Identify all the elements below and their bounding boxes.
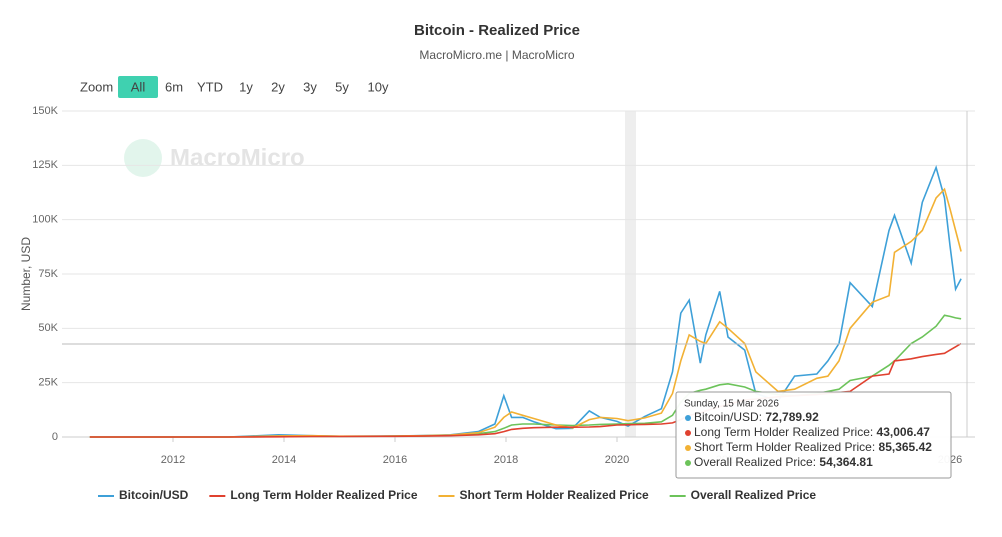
tooltip-item: Long Term Holder Realized Price: 43,006.… <box>694 425 930 439</box>
chart-title: Bitcoin - Realized Price <box>414 22 580 39</box>
legend-label[interactable]: Short Term Holder Realized Price <box>460 488 649 502</box>
legend-label[interactable]: Overall Realized Price <box>691 488 817 502</box>
zoom-button[interactable]: 2y <box>271 79 285 94</box>
grid: 0 25K 50K 75K 100K 125K 150K 2012 2014 2016 2018 20… <box>32 105 975 466</box>
y-tick-label: 125K <box>32 159 58 171</box>
tooltip-sep: : <box>759 410 766 424</box>
tooltip-sep: : <box>870 425 877 439</box>
tooltip-dot <box>685 430 691 436</box>
tooltip-item: Bitcoin/USD: 72,789.92 <box>694 410 819 424</box>
tooltip-date: Sunday, 15 Mar 2026 <box>684 399 779 410</box>
legend-label[interactable]: Long Term Holder Realized Price <box>230 488 417 502</box>
tooltip-dot <box>685 460 691 466</box>
zoom-button[interactable]: 10y <box>368 79 389 94</box>
watermark: MacroMicro <box>170 144 305 171</box>
y-tick-label: 25K <box>38 377 58 389</box>
tooltip-value: 85,365.42 <box>879 440 933 454</box>
y-tick-label: 50K <box>38 322 58 334</box>
legend: Bitcoin/USD Long Term Holder Realized Pri… <box>98 488 816 502</box>
y-axis-label: Number, USD <box>19 237 33 311</box>
tooltip-sep: : <box>813 455 820 469</box>
zoom-buttons: All 6m YTD 1y 2y 3y 5y 10y <box>118 76 389 98</box>
watermark-logo <box>124 139 162 177</box>
x-tick-label: 2016 <box>383 454 407 466</box>
chart-subtitle: MacroMicro.me | MacroMicro <box>419 48 574 62</box>
tooltip-value: 54,364.81 <box>819 455 873 469</box>
zoom-button[interactable]: YTD <box>197 79 223 94</box>
x-tick-label: 2020 <box>605 454 629 466</box>
zoom-button[interactable]: 5y <box>335 79 349 94</box>
x-tick-label: 2014 <box>272 454 296 466</box>
tooltip-value: 72,789.92 <box>765 410 819 424</box>
tooltip-sep: : <box>872 440 879 454</box>
tooltip-item: Overall Realized Price: 54,364.81 <box>694 455 873 469</box>
tooltip-box <box>675 391 952 479</box>
y-tick-label: 0 <box>52 431 58 443</box>
tooltip-value: 43,006.47 <box>877 425 931 439</box>
zoom-button[interactable]: 1y <box>239 79 253 94</box>
tooltip-item: Short Term Holder Realized Price: 85,365… <box>694 440 932 454</box>
x-tick-label: 2018 <box>494 454 518 466</box>
tooltip-dot <box>685 415 691 421</box>
zoom-button[interactable]: 3y <box>303 79 317 94</box>
y-tick-label: 150K <box>32 105 58 117</box>
legend-label[interactable]: Bitcoin/USD <box>119 488 189 502</box>
tooltip-name: Overall Realized Price <box>694 455 813 469</box>
tooltip-name: Long Term Holder Realized Price <box>694 425 870 439</box>
tooltip-dot <box>685 445 691 451</box>
y-tick-label: 100K <box>32 214 58 226</box>
zoom-button[interactable]: All <box>131 79 146 94</box>
tooltip-name: Short Term Holder Realized Price <box>694 440 872 454</box>
zoom-button-bg <box>118 76 158 98</box>
x-tick-label: 2012 <box>161 454 185 466</box>
tooltip-name: Bitcoin/USD <box>694 410 759 424</box>
zoom-button[interactable]: 6m <box>165 79 183 94</box>
y-tick-label: 75K <box>38 268 58 280</box>
zoom-label: Zoom <box>80 79 113 94</box>
